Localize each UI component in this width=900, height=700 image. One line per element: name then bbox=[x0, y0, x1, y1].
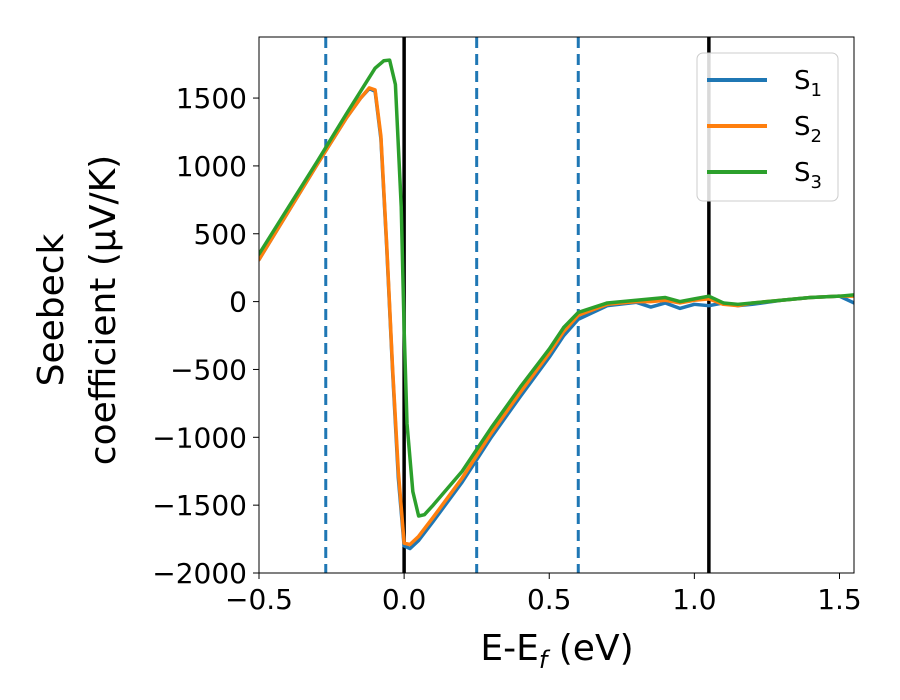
y-tick-label: −1000 bbox=[152, 421, 247, 454]
x-axis: −0.5 0.0 0.5 1.0 1.5 bbox=[225, 573, 862, 616]
x-axis-title-unit: (eV) bbox=[547, 628, 633, 669]
x-tick-label: 0.5 bbox=[527, 583, 572, 616]
plot-frame bbox=[258, 36, 855, 574]
x-axis-title: E-Ef (eV) bbox=[480, 628, 633, 674]
legend-items: S1 S2 S3 bbox=[707, 66, 822, 193]
y-tick-label: 1500 bbox=[176, 82, 247, 115]
x-tick-label: 1.0 bbox=[672, 583, 717, 616]
y-tick-label: −500 bbox=[170, 353, 247, 386]
y-axis-title: Seebeck coefficient (μV/K) bbox=[31, 155, 124, 465]
x-tick-label: 0.0 bbox=[382, 583, 427, 616]
legend: S1 S2 S3 bbox=[696, 52, 839, 202]
y-tick-label: −1500 bbox=[152, 489, 247, 522]
y-tick-label: 0 bbox=[229, 286, 247, 319]
x-tick-label: 1.5 bbox=[817, 583, 862, 616]
y-tick-label: 500 bbox=[194, 218, 247, 251]
legend-label-s3: S3 bbox=[794, 158, 822, 193]
x-tick-label: −0.5 bbox=[225, 583, 293, 616]
y-tick-label: 1000 bbox=[176, 150, 247, 183]
x-axis-title-main: E-E bbox=[480, 628, 538, 669]
y-axis: −2000 −1500 −1000 −500 0 500 1000 1500 bbox=[152, 82, 259, 590]
series-layer bbox=[259, 58, 854, 551]
legend-box bbox=[696, 52, 839, 202]
y-axis-title-line1: Seebeck bbox=[31, 233, 72, 386]
legend-label-s2: S2 bbox=[794, 112, 822, 147]
y-axis-title-line2: coefficient (μV/K) bbox=[83, 155, 124, 465]
legend-label-s1: S1 bbox=[794, 66, 822, 101]
y-tick-label: −2000 bbox=[152, 557, 247, 590]
series-line-s3 bbox=[259, 58, 854, 518]
